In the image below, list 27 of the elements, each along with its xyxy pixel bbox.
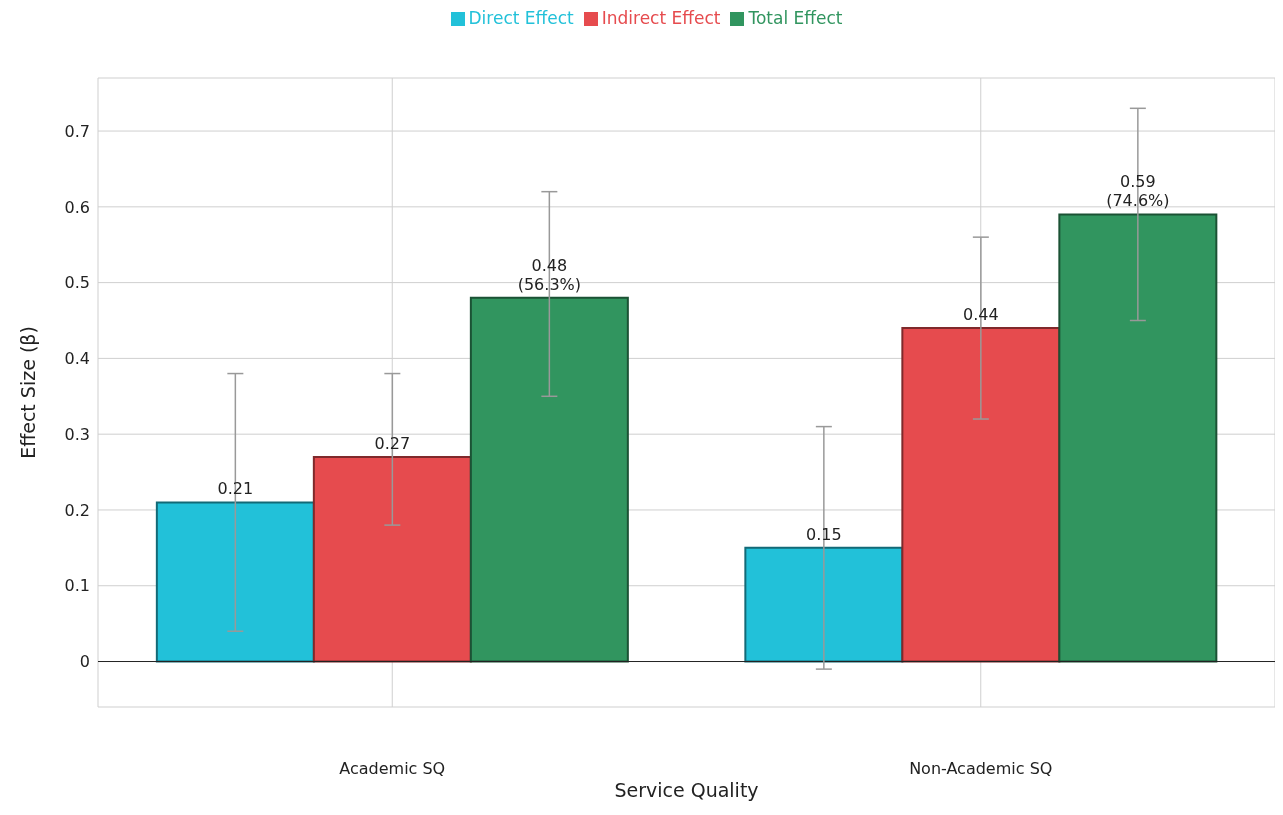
y-tick-label: 0.7 [64, 121, 90, 141]
x-tick-label: Non-Academic SQ [909, 759, 1053, 779]
data-label: 0.44 [963, 305, 999, 325]
bar [312, 455, 472, 663]
x-axis-title: Service Quality [614, 779, 759, 801]
legend-label: Total Effect [748, 8, 843, 28]
data-label: 0.21 [217, 479, 254, 499]
data-label: 0.59 (74.6%) [1106, 172, 1170, 211]
bar [1058, 213, 1218, 663]
y-tick-label: 0.4 [64, 349, 90, 369]
y-axis-title: Effect Size (β) [16, 326, 39, 459]
data-label: 0.48 (56.3%) [517, 255, 582, 294]
y-tick-label: 0 [79, 652, 90, 672]
bar [901, 327, 1061, 663]
data-label: 0.27 [374, 433, 411, 453]
data-label: 0.15 [806, 524, 842, 544]
y-tick-label: 0.5 [64, 273, 90, 293]
bar [744, 546, 904, 663]
y-tick-label: 0.6 [64, 197, 90, 217]
x-tick-label: Academic SQ [339, 759, 446, 779]
legend-label: Indirect Effect [601, 8, 721, 28]
y-tick-label: 0.3 [64, 424, 90, 444]
y-tick-label: 0.2 [64, 500, 90, 520]
legend-label: Direct Effect [468, 8, 574, 28]
bar [155, 501, 315, 663]
bar [469, 296, 629, 663]
y-tick-label: 0.1 [64, 576, 90, 596]
